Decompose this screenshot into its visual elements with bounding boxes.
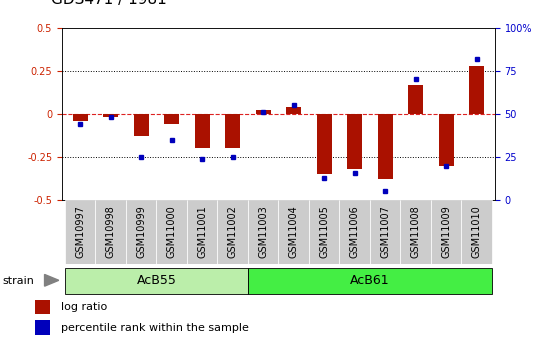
Bar (438, 114, 454, 166)
Bar (103, 114, 118, 117)
Bar (248, 200, 279, 264)
Text: GSM11006: GSM11006 (350, 206, 360, 258)
Bar (309, 200, 339, 264)
Bar (73, 114, 88, 121)
Bar (347, 114, 362, 169)
Bar (279, 200, 309, 264)
Text: GSM10998: GSM10998 (105, 206, 116, 258)
Bar (217, 200, 248, 264)
Bar (164, 114, 179, 124)
Bar (133, 114, 149, 136)
Bar (65, 268, 248, 294)
Bar (65, 200, 95, 264)
Bar (256, 110, 271, 114)
Bar (316, 114, 332, 174)
Bar (378, 114, 393, 179)
Bar (195, 114, 210, 148)
Bar (35, 299, 50, 314)
Bar (370, 200, 400, 264)
Bar (225, 114, 240, 148)
Polygon shape (45, 275, 59, 286)
Bar (408, 85, 423, 114)
Text: percentile rank within the sample: percentile rank within the sample (61, 323, 249, 333)
Text: strain: strain (3, 276, 34, 286)
Text: log ratio: log ratio (61, 302, 108, 312)
Bar (431, 200, 462, 264)
Text: AcB61: AcB61 (350, 274, 390, 287)
Bar (157, 200, 187, 264)
Bar (462, 200, 492, 264)
Text: GSM11002: GSM11002 (228, 206, 238, 258)
Text: GSM11003: GSM11003 (258, 206, 268, 258)
Text: GSM11000: GSM11000 (167, 206, 176, 258)
Bar (35, 320, 50, 335)
Bar (286, 107, 301, 114)
Text: GSM11009: GSM11009 (441, 206, 451, 258)
Text: GSM10997: GSM10997 (75, 206, 85, 258)
Bar (126, 200, 157, 264)
Text: GDS471 / 1981: GDS471 / 1981 (51, 0, 167, 7)
Text: AcB55: AcB55 (137, 274, 176, 287)
Bar (339, 200, 370, 264)
Bar (248, 268, 492, 294)
Bar (187, 200, 217, 264)
Bar (469, 66, 484, 114)
Bar (95, 200, 126, 264)
Bar (400, 200, 431, 264)
Text: GSM11004: GSM11004 (289, 206, 299, 258)
Text: GSM11005: GSM11005 (319, 206, 329, 258)
Text: GSM11010: GSM11010 (472, 206, 482, 258)
Text: GSM11007: GSM11007 (380, 206, 390, 258)
Text: GSM10999: GSM10999 (136, 206, 146, 258)
Text: GSM11001: GSM11001 (197, 206, 207, 258)
Text: GSM11008: GSM11008 (410, 206, 421, 258)
